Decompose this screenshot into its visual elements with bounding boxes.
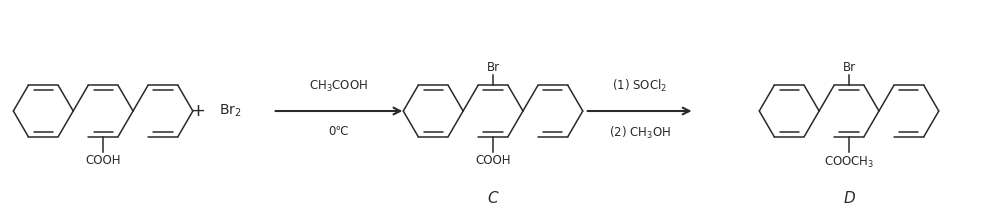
Text: D: D (843, 191, 855, 206)
Text: 0℃: 0℃ (329, 125, 349, 138)
Text: C: C (488, 191, 498, 206)
Text: Br: Br (486, 62, 500, 75)
Text: CH$_3$COOH: CH$_3$COOH (309, 79, 368, 94)
Text: COOCH$_3$: COOCH$_3$ (824, 154, 874, 170)
Text: (2) CH$_3$OH: (2) CH$_3$OH (609, 125, 671, 141)
Text: Br: Br (842, 62, 856, 75)
Text: COOH: COOH (85, 154, 121, 168)
Text: Br$_2$: Br$_2$ (219, 103, 242, 119)
Text: (1) SOCl$_2$: (1) SOCl$_2$ (612, 78, 667, 94)
Text: COOH: COOH (475, 154, 511, 168)
Text: +: + (190, 102, 205, 120)
